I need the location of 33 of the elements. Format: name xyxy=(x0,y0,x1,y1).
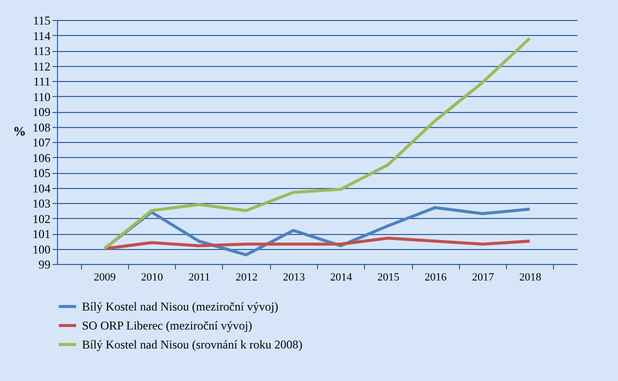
y-tick-label: 114 xyxy=(32,28,50,43)
x-tick-label: 2013 xyxy=(282,272,306,284)
y-tick-label: 107 xyxy=(32,136,50,150)
legend-label: Bílý Kostel nad Nisou (srovnání k roku 2008) xyxy=(82,338,302,352)
y-tick-label: 109 xyxy=(32,105,50,119)
y-tick-label: 112 xyxy=(32,59,50,74)
y-tick-label: 101 xyxy=(32,227,50,241)
x-tick-label: 2016 xyxy=(424,272,448,284)
y-tick-label: 110 xyxy=(32,90,50,104)
y-tick-label: 106 xyxy=(32,150,50,165)
y-tick-label: 113 xyxy=(32,44,50,58)
line-series xyxy=(102,236,532,250)
legend-label: Bílý Kostel nad Nisou (meziroční vývoj) xyxy=(82,300,278,314)
x-tick-label: 2014 xyxy=(330,272,353,284)
x-tick-label: 2012 xyxy=(236,272,258,284)
y-tick-label: 108 xyxy=(32,120,50,134)
y-tick-label: 111 xyxy=(33,74,50,88)
x-tick-label: 2015 xyxy=(377,272,400,284)
x-tick-label: 2018 xyxy=(519,272,542,284)
line-series xyxy=(102,36,532,250)
legend-label: SO ORP Liberec (meziroční vývoj) xyxy=(82,318,252,332)
y-tick-label: 100 xyxy=(32,242,50,256)
y-tick-label: 102 xyxy=(32,212,50,226)
y-tick-label: 103 xyxy=(32,196,50,210)
x-tick-label: 2011 xyxy=(188,272,210,284)
y-tick-label: 99 xyxy=(38,258,50,272)
y-tick-label: 104 xyxy=(32,181,50,196)
x-tick-label: 2010 xyxy=(141,272,164,284)
x-tick-label: 2009 xyxy=(94,272,116,284)
x-tick-label: 2017 xyxy=(472,272,494,284)
y-axis-title: % xyxy=(13,124,26,138)
y-tick-label: 115 xyxy=(32,14,50,28)
y-tick-label: 105 xyxy=(32,166,50,180)
